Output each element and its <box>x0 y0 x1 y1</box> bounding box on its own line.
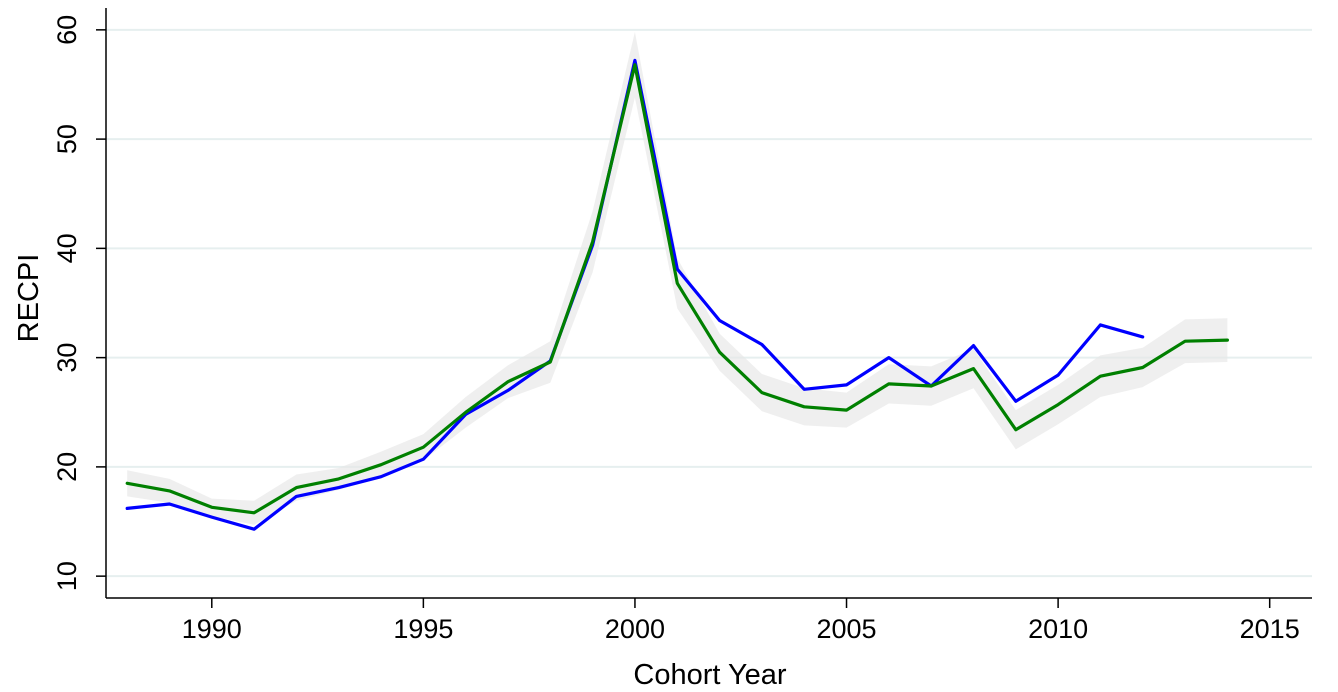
series-lines <box>125 58 1230 531</box>
x-axis-title: Cohort Year <box>633 659 787 691</box>
y-tick-label-30: 30 <box>52 343 82 373</box>
y-tick-label-60: 60 <box>52 15 82 45</box>
x-tick-label-1995: 1995 <box>393 614 453 644</box>
gridlines <box>106 28 1312 578</box>
axes <box>96 8 1312 608</box>
tick-labels: 1990 1995 2000 2005 2010 2015 10 20 30 40 50 60 <box>52 15 1300 644</box>
y-tick-label-20: 20 <box>52 452 82 482</box>
y-tick-label-40: 40 <box>52 233 82 263</box>
x-tick-label-1990: 1990 <box>182 614 242 644</box>
y-tick-label-10: 10 <box>52 561 82 591</box>
x-tick-label-2005: 2005 <box>816 614 876 644</box>
x-tick-label-2000: 2000 <box>605 614 665 644</box>
y-tick-label-50: 50 <box>52 124 82 154</box>
x-tick-label-2010: 2010 <box>1028 614 1088 644</box>
series-line-1 <box>125 58 1145 531</box>
x-tick-label-2015: 2015 <box>1240 614 1300 644</box>
y-axis-title: RECPI <box>13 254 45 343</box>
series-line-2 <box>125 63 1230 515</box>
